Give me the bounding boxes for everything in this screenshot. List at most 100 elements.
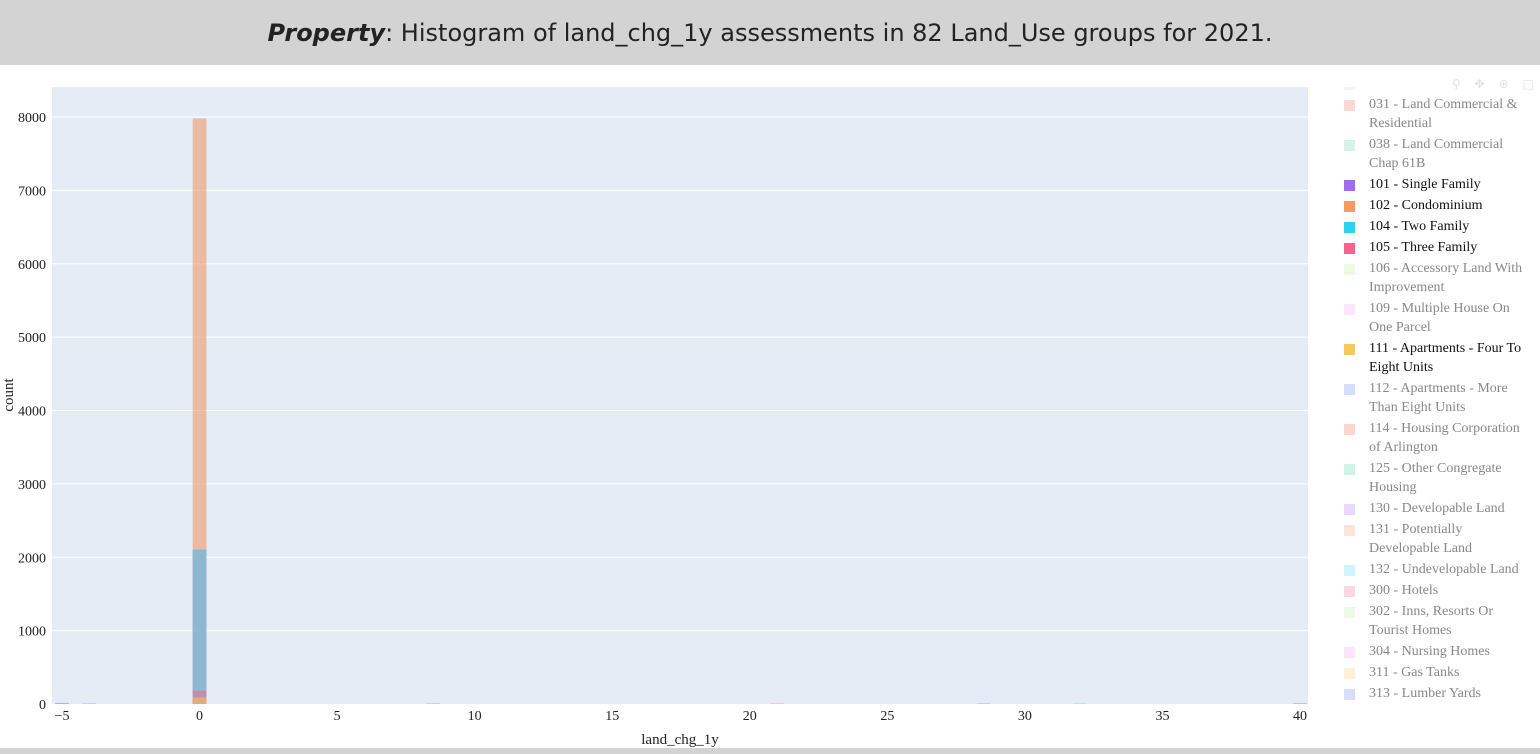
x-tick-label: 40 <box>1293 709 1307 724</box>
legend-item[interactable]: 038 - Land Commercial Chap 61B <box>1330 135 1530 173</box>
legend-label: 101 - Single Family <box>1369 177 1481 192</box>
legend-item[interactable]: Commercial <box>1330 87 1530 93</box>
x-tick-label: 20 <box>743 709 757 724</box>
x-tick-label: 25 <box>880 709 894 724</box>
legend-swatch <box>1344 504 1355 515</box>
legend-item[interactable]: 104 - Two Family <box>1330 217 1530 236</box>
histogram-bar[interactable] <box>192 697 207 704</box>
legend-swatch <box>1344 264 1355 275</box>
legend-swatch <box>1344 304 1355 315</box>
legend-label: 125 - Other Congregate Housing <box>1369 461 1502 495</box>
y-tick-label: 3000 <box>18 478 46 493</box>
legend-label: 114 - Housing Corporation of Arlington <box>1369 421 1520 455</box>
legend-swatch <box>1344 464 1355 475</box>
legend-item[interactable]: 111 - Apartments - Four To Eight Units <box>1330 339 1530 377</box>
legend-label: 131 - Potentially Developable Land <box>1369 522 1473 556</box>
legend-swatch <box>1344 180 1355 191</box>
legend-item[interactable]: 131 - Potentially Developable Land <box>1330 520 1530 558</box>
zoom-in-icon[interactable]: ⊕ <box>1498 77 1509 91</box>
y-axis-title: count <box>1 378 17 412</box>
legend-list: Commercial 031 - Land Commercial & Reside… <box>1330 87 1530 704</box>
autoscale-icon[interactable]: □ <box>1522 77 1534 91</box>
legend-label: Commercial <box>1369 87 1438 93</box>
y-tick-label: 1000 <box>18 625 46 640</box>
y-tick-label: 8000 <box>18 111 46 126</box>
legend-label: 105 - Three Family <box>1369 240 1478 255</box>
x-tick-label: 10 <box>468 709 482 724</box>
legend-item[interactable]: 304 - Nursing Homes <box>1330 642 1530 661</box>
legend-label: 104 - Two Family <box>1369 219 1470 234</box>
legend-item[interactable]: 130 - Developable Land <box>1330 499 1530 518</box>
page-title-text: : Histogram of land_chg_1y assessments i… <box>385 18 1273 47</box>
page-header: Property: Histogram of land_chg_1y asses… <box>0 0 1540 65</box>
y-tick-label: 5000 <box>18 331 46 346</box>
legend-swatch <box>1344 424 1355 435</box>
page-title: Property: Histogram of land_chg_1y asses… <box>268 19 1273 47</box>
legend-item[interactable]: 300 - Hotels <box>1330 581 1530 600</box>
histogram-bar-small[interactable] <box>1073 703 1087 704</box>
x-tick-label: 0 <box>196 709 203 724</box>
legend-item[interactable]: 031 - Land Commercial & Residential <box>1330 95 1530 133</box>
legend-item[interactable]: 102 - Condominium <box>1330 196 1530 215</box>
legend-item[interactable]: 132 - Undevelopable Land <box>1330 560 1530 579</box>
histogram-bar-small[interactable] <box>55 702 69 704</box>
histogram-bar-small[interactable] <box>82 703 97 704</box>
histogram-bar-small[interactable] <box>976 703 991 704</box>
y-tick-label: 2000 <box>18 551 46 566</box>
y-tick-label: 0 <box>39 698 46 713</box>
legend-label: 304 - Nursing Homes <box>1369 644 1490 659</box>
legend-label: 106 - Accessory Land With Improvement <box>1369 261 1523 295</box>
legend-swatch <box>1344 689 1355 700</box>
histogram-bar-small[interactable] <box>426 703 441 704</box>
legend-swatch <box>1344 87 1355 90</box>
y-tick-label: 6000 <box>18 258 46 273</box>
legend-label: 311 - Gas Tanks <box>1369 665 1460 680</box>
legend-swatch <box>1344 140 1355 151</box>
histogram-bar-small[interactable] <box>770 703 785 704</box>
y-tick-label: 4000 <box>18 405 46 420</box>
y-axis-ticks: 0 1000 2000 3000 4000 5000 6000 7000 8000 <box>18 111 46 713</box>
legend-label: 112 - Apartments - More Than Eight Units <box>1369 381 1508 415</box>
histogram-bar-small[interactable] <box>1293 703 1307 704</box>
histogram-bar[interactable] <box>192 549 207 704</box>
chart-legend[interactable]: Commercial 031 - Land Commercial & Reside… <box>1330 87 1530 704</box>
legend-swatch <box>1344 222 1355 233</box>
plot-area-background <box>52 87 1308 704</box>
chart-modebar[interactable]: ⚲ ✥ ⊕ □ <box>1330 77 1540 95</box>
x-tick-label: 35 <box>1155 709 1169 724</box>
legend-swatch <box>1344 384 1355 395</box>
legend-swatch <box>1344 344 1355 355</box>
gridlines <box>52 116 1308 632</box>
legend-swatch <box>1344 647 1355 658</box>
x-tick-label: −5 <box>55 709 70 724</box>
legend-label: 130 - Developable Land <box>1369 501 1505 516</box>
legend-item[interactable]: 106 - Accessory Land With Improvement <box>1330 259 1530 297</box>
legend-item[interactable]: 313 - Lumber Yards <box>1330 684 1530 703</box>
legend-item[interactable]: 101 - Single Family <box>1330 175 1530 194</box>
legend-label: 038 - Land Commercial Chap 61B <box>1369 137 1504 171</box>
legend-item[interactable]: 125 - Other Congregate Housing <box>1330 459 1530 497</box>
legend-item[interactable]: 114 - Housing Corporation of Arlington <box>1330 419 1530 457</box>
legend-item[interactable]: 105 - Three Family <box>1330 238 1530 257</box>
legend-label: 111 - Apartments - Four To Eight Units <box>1369 341 1522 375</box>
legend-label: 302 - Inns, Resorts Or Tourist Homes <box>1369 604 1494 638</box>
page-title-emphasis: Property <box>267 18 386 47</box>
legend-swatch <box>1344 565 1355 576</box>
legend-label: 109 - Multiple House On One Parcel <box>1369 301 1510 335</box>
zoom-icon[interactable]: ⚲ <box>1451 77 1461 91</box>
x-tick-label: 30 <box>1018 709 1032 724</box>
histogram-chart[interactable]: −5 0 5 10 15 20 25 30 35 40 0 1000 2000 3000 4000 5000… <box>0 65 1330 754</box>
legend-swatch <box>1344 201 1355 212</box>
legend-swatch <box>1344 607 1355 618</box>
bars[interactable] <box>55 118 1307 704</box>
legend-label: 031 - Land Commercial & Residential <box>1369 97 1518 131</box>
legend-label: 132 - Undevelopable Land <box>1369 562 1519 577</box>
legend-item[interactable]: 302 - Inns, Resorts Or Tourist Homes <box>1330 602 1530 640</box>
legend-item[interactable]: 112 - Apartments - More Than Eight Units <box>1330 379 1530 417</box>
legend-swatch <box>1344 586 1355 597</box>
pan-icon[interactable]: ✥ <box>1474 77 1485 91</box>
x-axis-ticks: −5 0 5 10 15 20 25 30 35 40 <box>55 709 1307 724</box>
legend-item[interactable]: 109 - Multiple House On One Parcel <box>1330 299 1530 337</box>
legend-label: 300 - Hotels <box>1369 583 1439 598</box>
legend-item[interactable]: 311 - Gas Tanks <box>1330 663 1530 682</box>
